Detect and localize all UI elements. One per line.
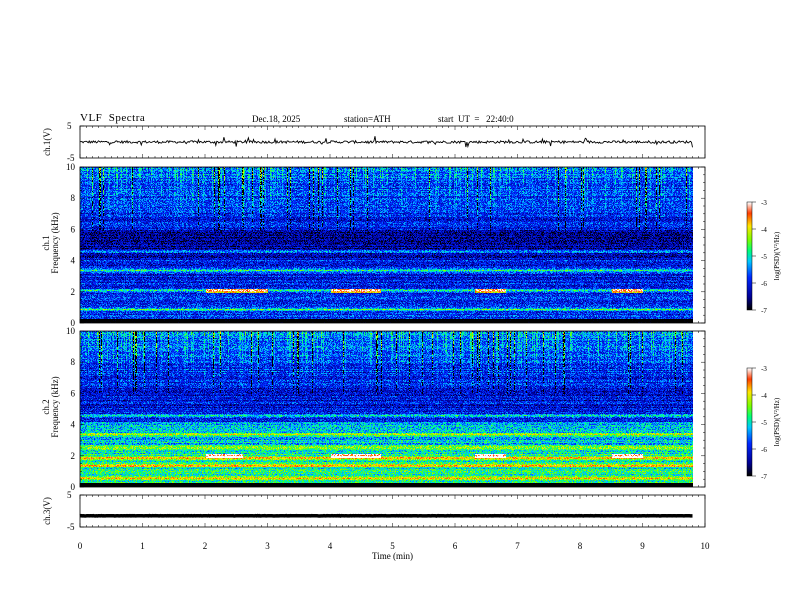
- start-time-label: start UT = 22:40:0: [438, 114, 514, 124]
- ch1-colorbar-tick-label: -7: [761, 307, 767, 315]
- ch1-spectrogram-heatmap: [80, 167, 693, 323]
- ch2-spectrogram-channel-label: ch.2: [41, 399, 51, 414]
- ch2-colorbar-label: log(PSD)(V²/Hz): [773, 397, 781, 446]
- ch2-spectrogram-heatmap: [80, 331, 693, 487]
- xtick-label: 8: [578, 541, 583, 551]
- xtick-label: 6: [453, 541, 458, 551]
- ch1-waveform-ytick-label: 5: [67, 121, 72, 131]
- xtick-label: 3: [265, 541, 270, 551]
- ch2-spectrogram-ytick-label: 0: [71, 482, 76, 492]
- ch3-waveform-ytick-label: -5: [67, 522, 75, 532]
- ch1-spectrogram-ytick-label: 0: [71, 318, 76, 328]
- ch1-spectrogram-ytick-label: 10: [66, 162, 76, 172]
- ch1-colorbar-frame: [746, 201, 753, 311]
- xtick-label: 5: [390, 541, 395, 551]
- xtick-label: 0: [78, 541, 83, 551]
- chart-title: VLF Spectra: [80, 112, 146, 124]
- xtick-label: 10: [701, 541, 711, 551]
- ch3-waveform-ytick-label: 5: [67, 490, 72, 500]
- ch1-spectrogram-ytick-label: 8: [71, 193, 76, 203]
- ch1-spectrogram-ytick-label: 2: [71, 287, 76, 297]
- ch1-spectrogram-ylabel: Frequency (kHz): [50, 212, 60, 273]
- ch2-colorbar-tick-label: -7: [761, 473, 767, 481]
- ch1-colorbar-tick-label: -3: [761, 199, 767, 207]
- x-axis-label: Time (min): [372, 551, 413, 561]
- ch1-spectrogram-channel-label: ch.1: [41, 235, 51, 250]
- ch1-waveform-ylabel: ch.1(V): [42, 128, 52, 156]
- ch2-spectrogram-ytick-label: 6: [71, 388, 76, 398]
- ch2-spectrogram-ytick-label: 2: [71, 451, 76, 461]
- ch2-colorbar-frame: [746, 367, 753, 477]
- ch2-spectrogram-frame: [79, 330, 706, 488]
- ch2-colorbar-tick-label: -4: [761, 392, 767, 400]
- ch1-colorbar-gradient: [747, 202, 752, 310]
- xtick-label: 2: [203, 541, 208, 551]
- ch1-colorbar-label: log(PSD)(V²/Hz): [773, 231, 781, 280]
- xtick-label: 7: [515, 541, 520, 551]
- ch1-spectrogram-ytick-label: 6: [71, 224, 76, 234]
- ch1-colorbar-tick-label: -4: [761, 226, 767, 234]
- ch2-spectrogram-ytick-label: 4: [71, 420, 76, 430]
- ch3-waveform-frame: [79, 494, 706, 528]
- ch2-spectrogram-ylabel: Frequency (kHz): [50, 376, 60, 437]
- ch1-colorbar-tick-label: -5: [761, 253, 767, 261]
- ch2-spectrogram-ytick-label: 8: [71, 357, 76, 367]
- ch1-spectrogram-ytick-label: 4: [71, 256, 76, 266]
- ch2-colorbar-gradient: [747, 368, 752, 476]
- ch1-colorbar-tick-label: -6: [761, 280, 767, 288]
- xtick-label: 4: [328, 541, 333, 551]
- xtick-label: 1: [140, 541, 145, 551]
- station-label: station=ATH: [344, 114, 391, 124]
- ch2-colorbar-tick-label: -3: [761, 365, 767, 373]
- xtick-label: 9: [640, 541, 645, 551]
- date-label: Dec.18, 2025: [252, 114, 301, 124]
- ch2-colorbar-tick-label: -5: [761, 419, 767, 427]
- ch3-waveform-ylabel: ch.3(V): [42, 497, 52, 525]
- ch2-colorbar-tick-label: -6: [761, 446, 767, 454]
- ch1-waveform-trace: [79, 136, 693, 149]
- ch1-spectrogram-frame: [79, 166, 706, 324]
- ch2-spectrogram-ytick-label: 10: [66, 326, 76, 336]
- ch1-waveform-ytick-label: -5: [67, 153, 75, 163]
